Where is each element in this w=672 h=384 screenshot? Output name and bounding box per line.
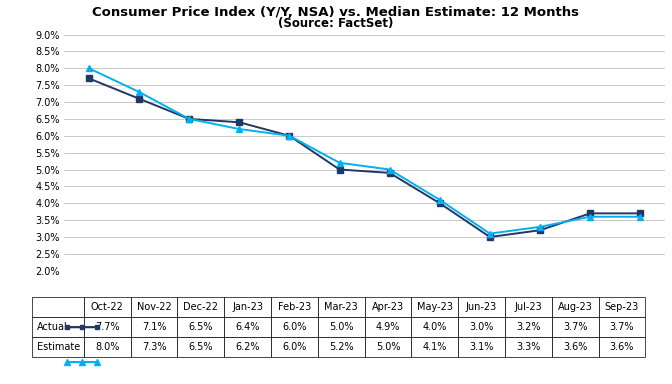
- Actual: [335, 167, 343, 172]
- Text: Consumer Price Index (Y/Y, NSA) vs. Median Estimate: 12 Months: Consumer Price Index (Y/Y, NSA) vs. Medi…: [93, 6, 579, 19]
- Estimate: [486, 231, 494, 236]
- Line: Actual: Actual: [86, 75, 643, 240]
- Estimate: [185, 117, 193, 121]
- Actual: [286, 134, 294, 138]
- Estimate: [536, 225, 544, 229]
- Actual: [185, 117, 193, 121]
- Actual: [235, 120, 243, 124]
- Estimate: [636, 214, 644, 219]
- Estimate: [586, 214, 594, 219]
- Actual: [486, 235, 494, 239]
- Actual: [586, 211, 594, 216]
- Estimate: [135, 89, 143, 94]
- Estimate: [386, 167, 394, 172]
- Actual: [536, 228, 544, 233]
- Line: Estimate: Estimate: [85, 65, 644, 237]
- Text: (Source: FactSet): (Source: FactSet): [278, 17, 394, 30]
- Estimate: [286, 134, 294, 138]
- Estimate: [435, 198, 444, 202]
- Actual: [386, 170, 394, 175]
- Actual: [435, 201, 444, 205]
- Actual: [135, 96, 143, 101]
- Estimate: [335, 161, 343, 165]
- Estimate: [235, 127, 243, 131]
- Estimate: [85, 66, 93, 71]
- Actual: [636, 211, 644, 216]
- Actual: [85, 76, 93, 81]
